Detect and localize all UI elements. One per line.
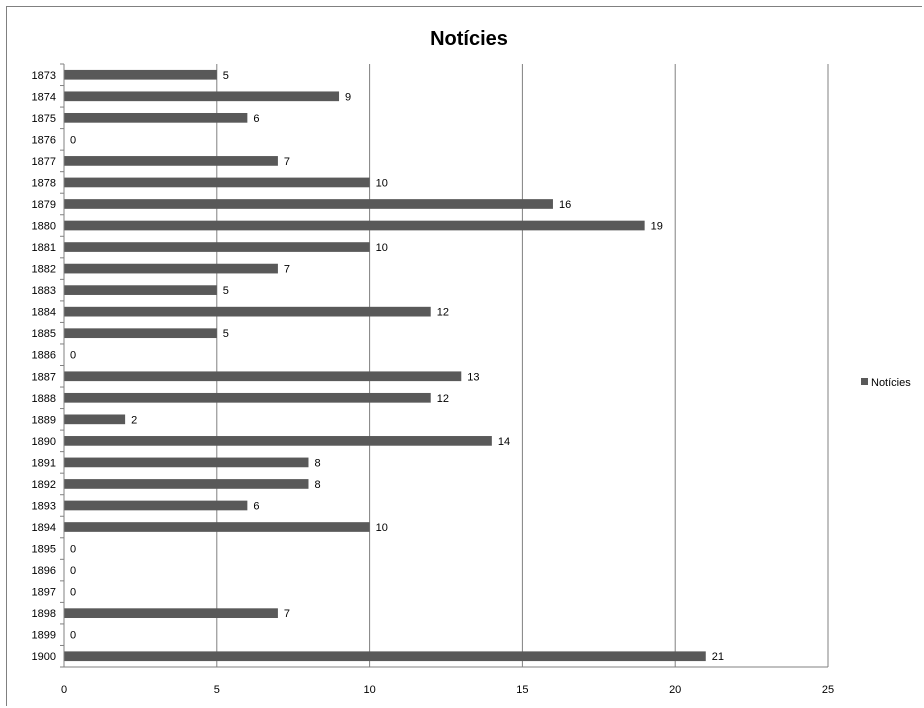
bars: 5 9 6 0 7 10 16 19 10 7 5 12 5 0 13 12 2 14 8 8 6 10 0 0 0 7 0 21 [64, 70, 724, 663]
data-label: 5 [223, 328, 229, 340]
y-tick-label: 1886 [32, 350, 56, 362]
bar [64, 608, 278, 619]
y-tick-label: 1884 [32, 307, 56, 319]
bar [64, 199, 553, 209]
y-tick-label: 1895 [32, 544, 56, 556]
data-label: 13 [467, 371, 479, 383]
y-tick-label: 1892 [32, 479, 56, 491]
x-tick-label: 5 [214, 684, 220, 696]
x-tick-label: 15 [516, 684, 528, 696]
y-tick-label: 1885 [32, 328, 56, 340]
y-tick-label: 1881 [32, 242, 56, 254]
data-label: 7 [284, 156, 290, 168]
bar [64, 69, 217, 80]
chart-title: Notícies [430, 28, 508, 50]
data-label: 0 [70, 350, 76, 362]
y-tick-label: 1880 [32, 221, 56, 233]
y-tick-label: 1896 [32, 565, 56, 577]
y-tick-label: 1887 [32, 371, 56, 383]
bar [64, 328, 217, 339]
data-label: 10 [376, 177, 388, 189]
y-tick-label: 1900 [32, 651, 56, 663]
y-tick-label: 1898 [32, 608, 56, 620]
legend-label: Notícies [871, 377, 911, 389]
y-tick-label: 1876 [32, 134, 56, 146]
bar [64, 263, 278, 274]
data-label: 16 [559, 199, 571, 211]
axes: 0 5 10 15 20 25187318741875187618771878187918… [32, 63, 834, 696]
y-tick-label: 1882 [32, 264, 56, 276]
y-tick-label: 1899 [32, 630, 56, 642]
bar [64, 242, 370, 252]
data-label: 10 [376, 242, 388, 254]
data-label: 8 [314, 457, 320, 469]
data-label: 0 [70, 565, 76, 577]
chart-frame: Notícies 5 9 6 0 7 10 16 19 10 7 5 12 5 0 13 12 2 14 8 8 6 10… [6, 6, 922, 706]
bar [64, 457, 309, 468]
legend-swatch [861, 378, 868, 385]
bar [64, 177, 370, 188]
y-tick-label: 1879 [32, 199, 56, 211]
data-label: 10 [376, 522, 388, 534]
data-label: 9 [345, 91, 351, 103]
legend: Notícies [861, 377, 911, 389]
data-label: 19 [651, 221, 663, 233]
bar [64, 392, 431, 403]
bar [64, 91, 340, 102]
bar [64, 371, 462, 382]
data-label: 2 [131, 414, 137, 426]
data-label: 21 [712, 651, 724, 663]
data-label: 0 [70, 587, 76, 599]
data-label: 7 [284, 264, 290, 276]
x-tick-label: 10 [363, 684, 375, 696]
y-tick-label: 1875 [32, 113, 56, 125]
y-tick-label: 1891 [32, 457, 56, 469]
y-tick-label: 1874 [32, 91, 56, 103]
bar [64, 156, 278, 166]
y-tick-label: 1878 [32, 177, 56, 189]
y-tick-label: 1877 [32, 156, 56, 168]
bar [64, 479, 309, 489]
bar [64, 285, 217, 295]
bar [64, 112, 248, 123]
bar [64, 220, 645, 231]
data-label: 0 [70, 134, 76, 146]
data-label: 0 [70, 544, 76, 556]
data-label: 7 [284, 608, 290, 620]
data-label: 12 [437, 307, 449, 319]
bar [64, 522, 370, 532]
x-tick-label: 25 [822, 684, 834, 696]
x-tick-label: 20 [669, 684, 681, 696]
x-tick-label: 0 [61, 684, 67, 696]
data-label: 5 [223, 285, 229, 297]
y-tick-label: 1883 [32, 285, 56, 297]
data-label: 8 [314, 479, 320, 491]
gridlines [216, 64, 829, 667]
data-label: 5 [223, 70, 229, 82]
bar [64, 500, 248, 511]
data-label: 12 [437, 393, 449, 405]
y-tick-label: 1893 [32, 500, 56, 512]
y-tick-label: 1897 [32, 587, 56, 599]
bar-chart: Notícies 5 9 6 0 7 10 16 19 10 7 5 12 5 0 13 12 2 14 8 8 6 10… [32, 28, 912, 696]
y-tick-label: 1873 [32, 70, 56, 82]
bar [64, 414, 126, 425]
data-label: 6 [253, 500, 259, 512]
y-tick-label: 1889 [32, 414, 56, 426]
data-label: 14 [498, 436, 510, 448]
y-tick-label: 1894 [32, 522, 56, 534]
y-tick-label: 1888 [32, 393, 56, 405]
bar [64, 306, 431, 317]
y-tick-label: 1890 [32, 436, 56, 448]
data-label: 0 [70, 630, 76, 642]
data-label: 6 [253, 113, 259, 125]
bar [64, 436, 492, 446]
bar [64, 651, 706, 662]
